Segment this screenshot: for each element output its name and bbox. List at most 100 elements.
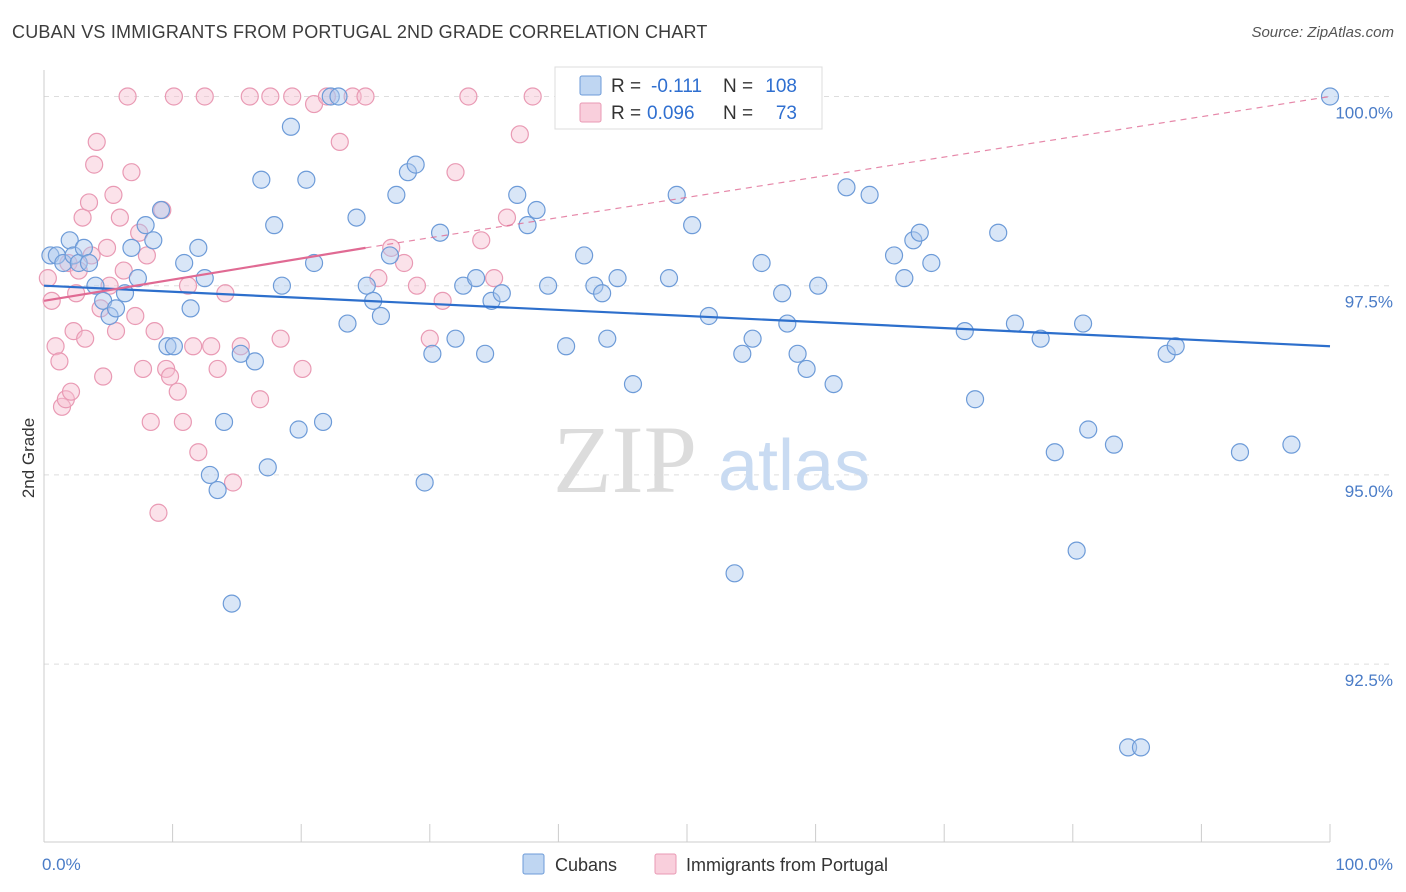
portugal-point [330, 132, 349, 152]
legend-n-value-cubans: 108 [765, 76, 797, 97]
cubans-trend-line [43, 284, 1331, 348]
watermark-atlas: atlas [718, 426, 870, 506]
portugal-point [118, 87, 137, 106]
cubans-point [667, 185, 686, 204]
cubans-point [788, 344, 807, 363]
portugal-point [114, 261, 133, 280]
portugal-point [293, 359, 312, 379]
portugal-point [240, 87, 259, 106]
portugal-point [472, 231, 491, 250]
y-tick-label: 95.0% [1345, 482, 1393, 501]
cubans-point [289, 420, 308, 439]
cubans-point [446, 329, 465, 348]
portugal-point [446, 163, 465, 182]
cubans-point [837, 178, 856, 197]
portugal-point [133, 359, 153, 379]
portugal-point [87, 132, 106, 152]
cubans-point [158, 337, 177, 356]
portugal-point [189, 443, 208, 462]
cubans-point [482, 291, 501, 310]
cubans-point [313, 412, 333, 432]
cubans-point [623, 374, 643, 394]
legend-r-label-portugal: R = [611, 103, 641, 124]
cubans-point [1079, 420, 1098, 439]
y-axis-title: 2nd Grade [19, 418, 38, 498]
legend-r-value-portugal: 0.096 [647, 103, 695, 124]
portugal-point [85, 155, 104, 174]
cubans-point [608, 269, 627, 288]
cubans-point [297, 170, 316, 189]
legend-n-label-cubans: N = [723, 76, 753, 97]
cubans-point [144, 231, 163, 250]
cubans-point [338, 314, 357, 333]
points-cubans [41, 87, 1340, 757]
portugal-point [283, 87, 302, 106]
cubans-point [778, 314, 797, 333]
x-tick-label: 100.0% [1335, 855, 1393, 874]
portugal-point [202, 337, 221, 356]
cubans-point [329, 87, 348, 106]
bottom-legend-swatch-cubans [522, 853, 545, 875]
watermark-zip: ZIP [553, 406, 697, 513]
portugal-point [433, 291, 452, 310]
portugal-point [420, 329, 439, 348]
cubans-point [683, 216, 702, 235]
cubans-point [1005, 314, 1025, 333]
cubans-point [86, 276, 105, 295]
portugal-point [104, 185, 123, 204]
portugal-point [164, 87, 183, 106]
legend-swatch-cubans [579, 75, 602, 96]
portugal-point [271, 329, 290, 348]
cubans-point [725, 564, 744, 583]
portugal-point [356, 87, 375, 106]
cubans-point [884, 246, 904, 265]
portugal-point [110, 208, 129, 227]
cubans-point [189, 238, 208, 257]
bottom-legend: Cubans Immigrants from Portugal [522, 853, 888, 875]
cubans-point [258, 458, 277, 477]
cubans-point [492, 284, 511, 303]
portugal-point [195, 87, 214, 106]
cubans-point [245, 352, 265, 371]
cubans-point [773, 284, 792, 303]
cubans-point [475, 344, 495, 363]
portugal-point [208, 359, 227, 379]
cubans-point [904, 231, 923, 250]
portugal-point [50, 352, 69, 371]
legend-r-label-cubans: R = [611, 76, 641, 97]
cubans-point [100, 306, 119, 326]
y-tick-label: 92.5% [1345, 671, 1393, 690]
portugal-point [61, 382, 81, 401]
portugal-point [459, 87, 478, 106]
trend-lines [43, 95, 1331, 348]
cubans-point [733, 344, 752, 363]
portugal-point [497, 208, 517, 227]
portugal-point [149, 503, 168, 522]
chart-title: CUBAN VS IMMIGRANTS FROM PORTUGAL 2ND GR… [12, 22, 708, 42]
y-tick-labels: 92.5% 95.0% 97.5% 100.0% [1335, 103, 1393, 690]
portugal-point [231, 337, 250, 356]
cubans-point [598, 329, 617, 348]
portugal-point [79, 193, 99, 212]
x-ticks: 0.0% 100.0% [42, 824, 1393, 874]
portugal-point [523, 87, 542, 106]
cubans-point [585, 276, 604, 295]
portugal-point [126, 306, 145, 326]
legend-n-label-portugal: N = [723, 103, 753, 124]
x-tick-label: 0.0% [42, 855, 81, 874]
cubans-point [208, 480, 227, 500]
cubans-point [575, 246, 594, 265]
cubans-point [357, 276, 376, 295]
portugal-point [137, 246, 156, 265]
grid-lines [44, 95, 1390, 665]
cubans-point [347, 208, 366, 227]
cubans-point [181, 299, 200, 318]
cubans-point [557, 337, 576, 356]
cubans-point [54, 253, 73, 273]
cubans-point [1067, 541, 1086, 560]
cubans-point [797, 359, 816, 379]
cubans-point [415, 473, 434, 492]
portugal-point [382, 238, 401, 257]
cubans-point [593, 284, 612, 303]
cubans-point [304, 253, 324, 273]
